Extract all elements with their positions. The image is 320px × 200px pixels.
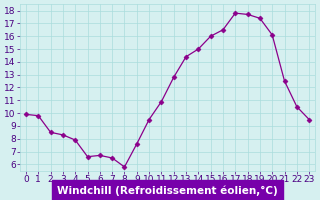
X-axis label: Windchill (Refroidissement éolien,°C): Windchill (Refroidissement éolien,°C) <box>57 185 278 196</box>
